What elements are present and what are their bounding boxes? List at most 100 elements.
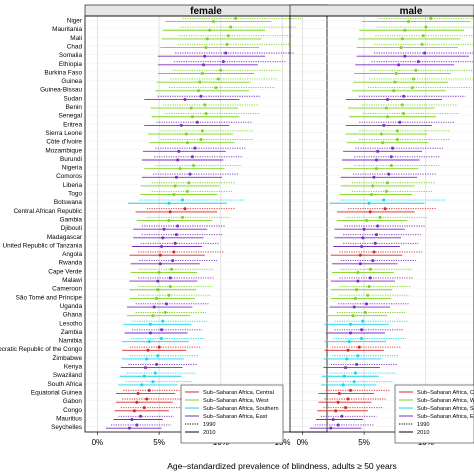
point-male-1990 xyxy=(424,25,428,29)
point-male-1990 xyxy=(365,302,369,306)
point-female-1990 xyxy=(181,198,185,202)
point-female-1990 xyxy=(221,60,225,64)
country-label: Sudan xyxy=(64,95,83,102)
point-male-1990 xyxy=(382,198,386,202)
country-label: Malawi xyxy=(62,277,82,284)
country-label: Gabon xyxy=(63,398,83,405)
country-label: Sierra Leone xyxy=(45,130,82,137)
point-female-1990 xyxy=(214,86,218,90)
point-female-1990 xyxy=(187,181,191,185)
point-male-2010 xyxy=(356,279,360,283)
country-label: Swaziland xyxy=(53,372,83,379)
point-female-2010 xyxy=(179,123,183,127)
point-female-2010 xyxy=(136,392,140,396)
point-male-1990 xyxy=(357,345,361,349)
point-male-2010 xyxy=(379,132,383,136)
country-label: Togo xyxy=(68,191,82,198)
point-female-2010 xyxy=(198,80,202,84)
country-label: Lesotho xyxy=(59,320,82,327)
point-male-1990 xyxy=(367,285,371,289)
country-label: Botswana xyxy=(54,199,83,206)
panel-female-bars xyxy=(105,16,303,430)
country-label: Namibia xyxy=(59,338,83,345)
country-label: Gambia xyxy=(60,216,83,223)
point-male-2010 xyxy=(365,219,369,223)
point-female-1990 xyxy=(185,189,189,193)
point-male-1990 xyxy=(349,388,352,392)
point-female-2010 xyxy=(148,331,152,335)
legend-label: 1990 xyxy=(417,422,429,428)
point-male-2010 xyxy=(400,37,404,41)
point-male-1990 xyxy=(355,362,359,366)
country-label: Senegal xyxy=(59,113,82,120)
point-female-2010 xyxy=(190,115,194,119)
country-label: Comoros xyxy=(56,173,82,180)
point-male-2010 xyxy=(397,63,401,67)
country-label: ocratic Republic of the Congo xyxy=(0,346,82,353)
point-female-2010 xyxy=(189,106,193,110)
panel-male-frame xyxy=(289,15,474,433)
panel-female-grid xyxy=(85,16,327,432)
point-male-2010 xyxy=(403,28,407,32)
country-label: Zambia xyxy=(61,329,83,336)
point-female-1990 xyxy=(219,68,223,72)
point-female-2010 xyxy=(211,20,215,24)
point-male-1990 xyxy=(429,16,433,20)
legend-male: Sub–Saharan Africa, Central Sub–Saharan A… xyxy=(394,384,474,444)
point-female-2010 xyxy=(135,400,139,404)
x-axis-title: Age–standardized prevalence of blindness… xyxy=(167,461,397,471)
point-male-1990 xyxy=(389,163,393,167)
point-female-2010 xyxy=(208,28,212,32)
point-male-2010 xyxy=(342,374,346,378)
point-female-2010 xyxy=(148,322,152,326)
point-female-1990 xyxy=(164,302,168,306)
point-female-2010 xyxy=(173,184,177,188)
point-female-1990 xyxy=(157,345,161,349)
point-female-2010 xyxy=(183,97,187,101)
point-female-2010 xyxy=(155,296,159,300)
point-female-2010 xyxy=(156,288,160,292)
point-male-1990 xyxy=(366,293,370,297)
point-female-2010 xyxy=(142,374,146,378)
point-male-1990 xyxy=(368,267,372,271)
point-male-1990 xyxy=(344,406,348,410)
country-label: Burkina Faso xyxy=(44,69,82,76)
legend-label: 2010 xyxy=(417,430,429,436)
point-female-1990 xyxy=(204,112,208,116)
point-female-2010 xyxy=(205,37,209,41)
point-male-1990 xyxy=(346,397,350,401)
point-female-2010 xyxy=(147,340,151,344)
point-female-2010 xyxy=(177,149,181,153)
point-male-1990 xyxy=(400,103,404,107)
point-male-2010 xyxy=(352,305,356,309)
point-female-1990 xyxy=(160,328,164,332)
point-male-1990 xyxy=(390,146,394,150)
point-male-2010 xyxy=(353,296,357,300)
point-female-2010 xyxy=(151,314,155,318)
legend-label: Sub–Saharan Africa, East xyxy=(203,414,268,420)
point-male-2010 xyxy=(376,149,380,153)
country-label: Djibouti xyxy=(61,225,82,232)
point-male-1990 xyxy=(395,129,399,133)
point-male-1990 xyxy=(374,233,378,237)
country-label: Guinea-Bissau xyxy=(40,87,82,94)
country-label: South Africa xyxy=(48,381,83,388)
point-female-1990 xyxy=(167,293,171,297)
point-female-1990 xyxy=(181,215,185,219)
country-label: Ghana xyxy=(63,312,83,319)
point-male-1990 xyxy=(352,380,356,384)
point-male-2010 xyxy=(394,72,398,75)
country-labels: NigerMauritaniaMaliChadSomaliaEthiopiaBu… xyxy=(0,18,83,432)
point-female-2010 xyxy=(145,357,149,361)
point-female-1990 xyxy=(234,16,238,20)
country-label: Madagascar xyxy=(47,234,83,241)
point-female-1990 xyxy=(174,233,178,237)
point-female-2010 xyxy=(158,262,162,266)
point-female-1990 xyxy=(216,77,220,81)
country-label: Cameroon xyxy=(52,286,82,293)
country-label: Mali xyxy=(70,35,82,42)
point-male-2010 xyxy=(399,46,403,50)
point-female-1990 xyxy=(192,163,196,167)
legend-box xyxy=(394,384,474,444)
point-female-2010 xyxy=(144,366,147,370)
